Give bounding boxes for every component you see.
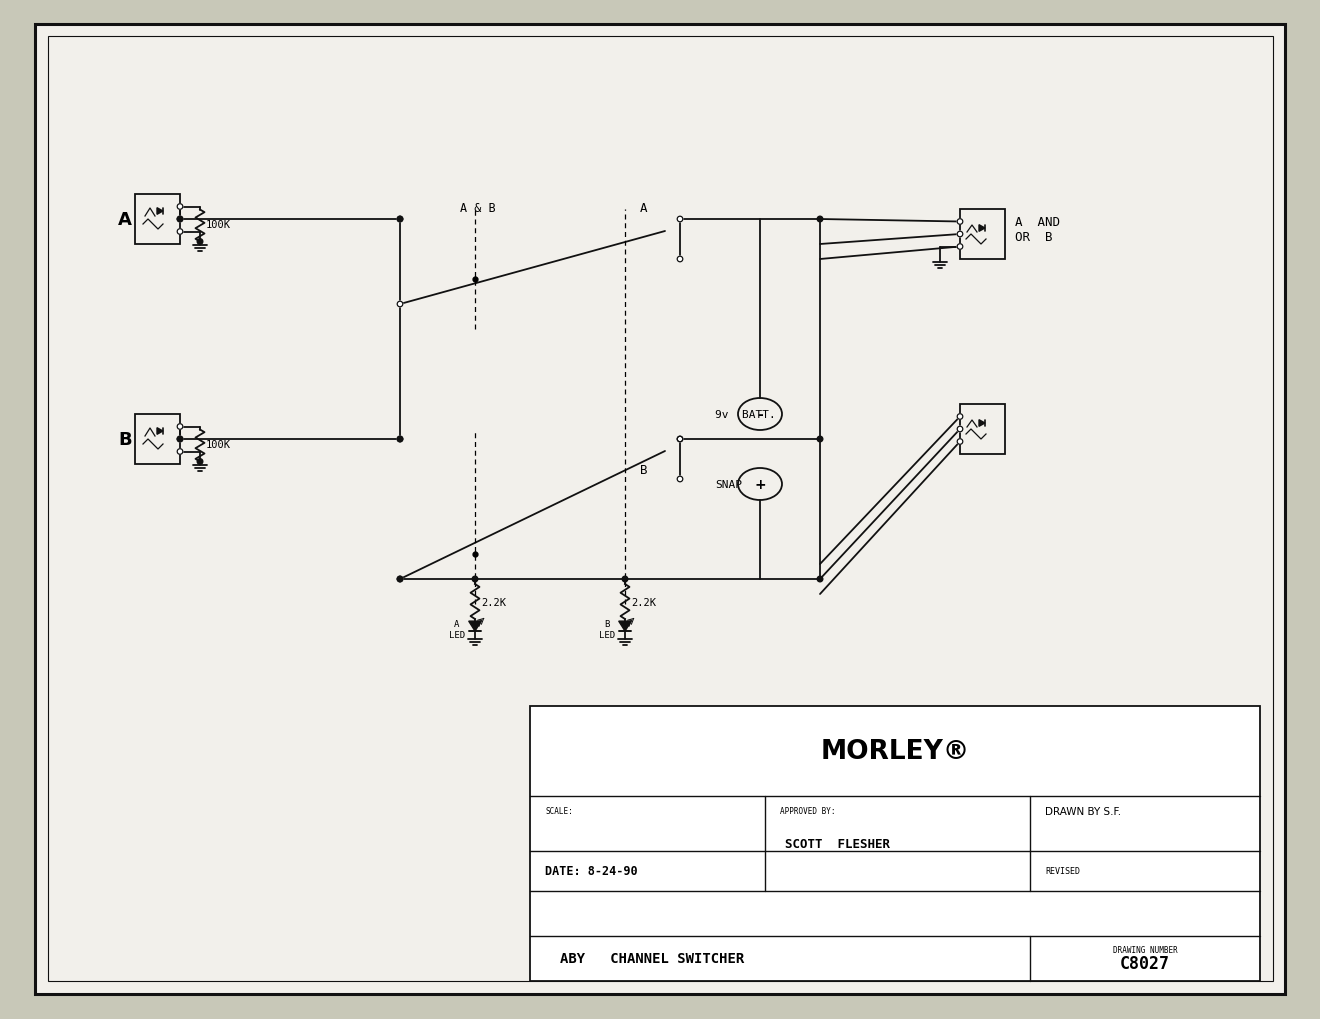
Circle shape: [957, 427, 962, 432]
Circle shape: [817, 217, 822, 222]
Text: APPROVED BY:: APPROVED BY:: [780, 806, 836, 815]
Text: A & B: A & B: [459, 202, 495, 214]
Circle shape: [177, 217, 182, 222]
Circle shape: [397, 437, 403, 442]
Bar: [531, 706, 1261, 981]
Circle shape: [197, 460, 203, 465]
Circle shape: [473, 577, 478, 582]
Circle shape: [197, 239, 203, 245]
Text: SCOTT  FLESHER: SCOTT FLESHER: [785, 838, 890, 850]
Text: 9v  BATT.: 9v BATT.: [715, 410, 776, 420]
Circle shape: [677, 477, 682, 482]
Text: SCALE:: SCALE:: [545, 806, 573, 815]
Text: B
LED: B LED: [599, 620, 615, 639]
Text: A: A: [117, 211, 132, 229]
Circle shape: [397, 302, 403, 308]
Bar: [960, 210, 1005, 260]
Text: DRAWING NUMBER: DRAWING NUMBER: [1113, 945, 1177, 954]
Polygon shape: [979, 225, 985, 232]
Circle shape: [397, 577, 403, 582]
Circle shape: [957, 439, 962, 445]
Polygon shape: [979, 420, 985, 427]
Circle shape: [817, 437, 822, 442]
Text: MORLEY®: MORLEY®: [820, 739, 970, 764]
Circle shape: [397, 577, 403, 582]
Circle shape: [177, 437, 182, 442]
Circle shape: [397, 217, 403, 222]
Text: A
LED: A LED: [449, 620, 465, 639]
Text: C8027: C8027: [1119, 955, 1170, 972]
Text: +: +: [754, 478, 766, 491]
Text: 100K: 100K: [206, 440, 231, 450]
Circle shape: [177, 424, 182, 430]
Text: REVISED: REVISED: [1045, 866, 1080, 875]
Text: 2.2K: 2.2K: [480, 597, 506, 607]
Circle shape: [957, 232, 962, 237]
Circle shape: [957, 219, 962, 225]
Circle shape: [677, 217, 682, 222]
Text: 2.2K: 2.2K: [631, 597, 656, 607]
Text: DRAWN BY S.F.: DRAWN BY S.F.: [1045, 806, 1121, 816]
Text: -: -: [758, 408, 763, 422]
Bar: [135, 195, 180, 245]
Text: ABY   CHANNEL SWITCHER: ABY CHANNEL SWITCHER: [560, 952, 744, 966]
Circle shape: [177, 217, 182, 222]
Circle shape: [622, 577, 628, 582]
Circle shape: [177, 229, 182, 235]
Circle shape: [957, 415, 962, 420]
Circle shape: [677, 437, 682, 442]
Polygon shape: [157, 428, 162, 435]
Bar: [960, 405, 1005, 454]
Text: 100K: 100K: [206, 220, 231, 230]
Text: DATE: 8-24-90: DATE: 8-24-90: [545, 865, 638, 877]
Text: A: A: [640, 202, 648, 214]
Circle shape: [677, 257, 682, 263]
Circle shape: [177, 205, 182, 210]
Circle shape: [397, 437, 403, 442]
Circle shape: [397, 217, 403, 222]
Bar: [135, 415, 180, 465]
Text: A  AND
OR  B: A AND OR B: [1015, 216, 1060, 244]
Text: B: B: [640, 463, 648, 476]
Text: SNAP: SNAP: [715, 480, 742, 489]
Polygon shape: [469, 622, 482, 632]
Circle shape: [957, 245, 962, 250]
Circle shape: [177, 437, 182, 442]
Polygon shape: [619, 622, 631, 632]
Circle shape: [177, 449, 182, 454]
Text: B: B: [119, 431, 132, 448]
Circle shape: [677, 437, 682, 442]
Polygon shape: [157, 209, 162, 215]
Circle shape: [817, 577, 822, 582]
